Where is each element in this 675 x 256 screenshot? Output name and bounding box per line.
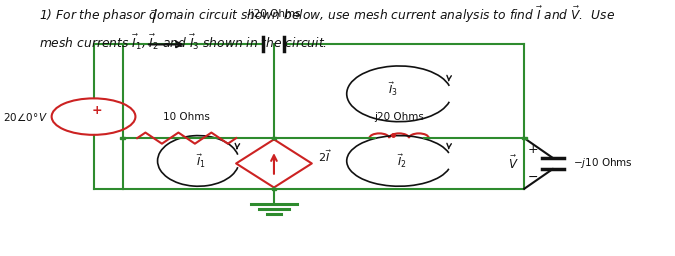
- Text: $\vec{V}$: $\vec{V}$: [508, 155, 518, 172]
- Bar: [120, 137, 125, 139]
- Text: $-j10$ Ohms: $-j10$ Ohms: [572, 156, 632, 170]
- Text: $\vec{I}_2$: $\vec{I}_2$: [397, 152, 407, 170]
- Text: 10 Ohms: 10 Ohms: [163, 112, 210, 122]
- Text: +: +: [91, 104, 102, 117]
- Bar: [271, 188, 276, 190]
- Text: $\vec{I}_1$: $\vec{I}_1$: [196, 152, 206, 170]
- Bar: [271, 137, 276, 139]
- Text: j20 Ohms: j20 Ohms: [374, 112, 424, 122]
- Text: 1) For the phasor domain circuit shown below, use mesh current analysis to find : 1) For the phasor domain circuit shown b…: [39, 5, 616, 25]
- Text: $20\angle0°\,V$: $20\angle0°\,V$: [3, 111, 49, 123]
- Bar: [522, 137, 526, 139]
- Text: −: −: [528, 171, 538, 184]
- Text: mesh currents $\vec{I}_1$, $\vec{I}_2$ and $\vec{I}_3$ shown in the circuit.: mesh currents $\vec{I}_1$, $\vec{I}_2$ a…: [39, 33, 327, 52]
- Text: +: +: [528, 143, 538, 156]
- Text: $\vec{I}$: $\vec{I}$: [151, 9, 159, 27]
- Text: $\vec{I}_3$: $\vec{I}_3$: [388, 80, 398, 98]
- Text: $2\vec{I}$: $2\vec{I}$: [318, 148, 331, 164]
- Text: -j20 Ohms: -j20 Ohms: [247, 9, 301, 19]
